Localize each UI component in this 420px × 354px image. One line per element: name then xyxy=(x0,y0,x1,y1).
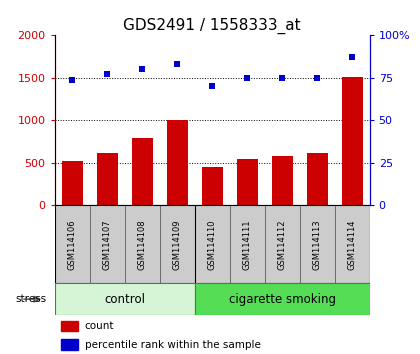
Bar xyxy=(62,161,83,205)
FancyBboxPatch shape xyxy=(89,205,125,283)
Bar xyxy=(61,339,78,350)
Bar xyxy=(61,320,78,331)
FancyBboxPatch shape xyxy=(230,205,265,283)
Text: GSM114109: GSM114109 xyxy=(173,219,181,269)
Bar xyxy=(202,167,223,205)
Bar xyxy=(131,138,152,205)
Bar xyxy=(307,154,328,205)
Text: GSM114108: GSM114108 xyxy=(138,219,147,270)
FancyBboxPatch shape xyxy=(55,205,89,283)
Text: control: control xyxy=(104,293,145,306)
Text: GSM114107: GSM114107 xyxy=(102,219,112,270)
FancyBboxPatch shape xyxy=(335,205,370,283)
Text: GSM114110: GSM114110 xyxy=(207,219,217,269)
Text: GSM114111: GSM114111 xyxy=(243,219,252,269)
Text: cigarette smoking: cigarette smoking xyxy=(228,293,336,306)
FancyBboxPatch shape xyxy=(55,283,194,315)
FancyBboxPatch shape xyxy=(194,205,230,283)
Text: GSM114112: GSM114112 xyxy=(278,219,286,269)
FancyBboxPatch shape xyxy=(194,283,370,315)
Bar xyxy=(236,159,257,205)
Text: stress: stress xyxy=(15,294,46,304)
Bar xyxy=(341,77,362,205)
FancyBboxPatch shape xyxy=(125,205,160,283)
Text: count: count xyxy=(84,321,114,331)
Title: GDS2491 / 1558333_at: GDS2491 / 1558333_at xyxy=(123,18,301,34)
Bar xyxy=(167,120,188,205)
FancyBboxPatch shape xyxy=(265,205,299,283)
Text: GSM114113: GSM114113 xyxy=(312,219,322,270)
Bar xyxy=(272,156,293,205)
FancyBboxPatch shape xyxy=(160,205,194,283)
Text: percentile rank within the sample: percentile rank within the sample xyxy=(84,339,260,350)
Bar xyxy=(97,154,118,205)
FancyBboxPatch shape xyxy=(299,205,335,283)
Text: GSM114114: GSM114114 xyxy=(348,219,357,269)
Text: GSM114106: GSM114106 xyxy=(68,219,76,270)
